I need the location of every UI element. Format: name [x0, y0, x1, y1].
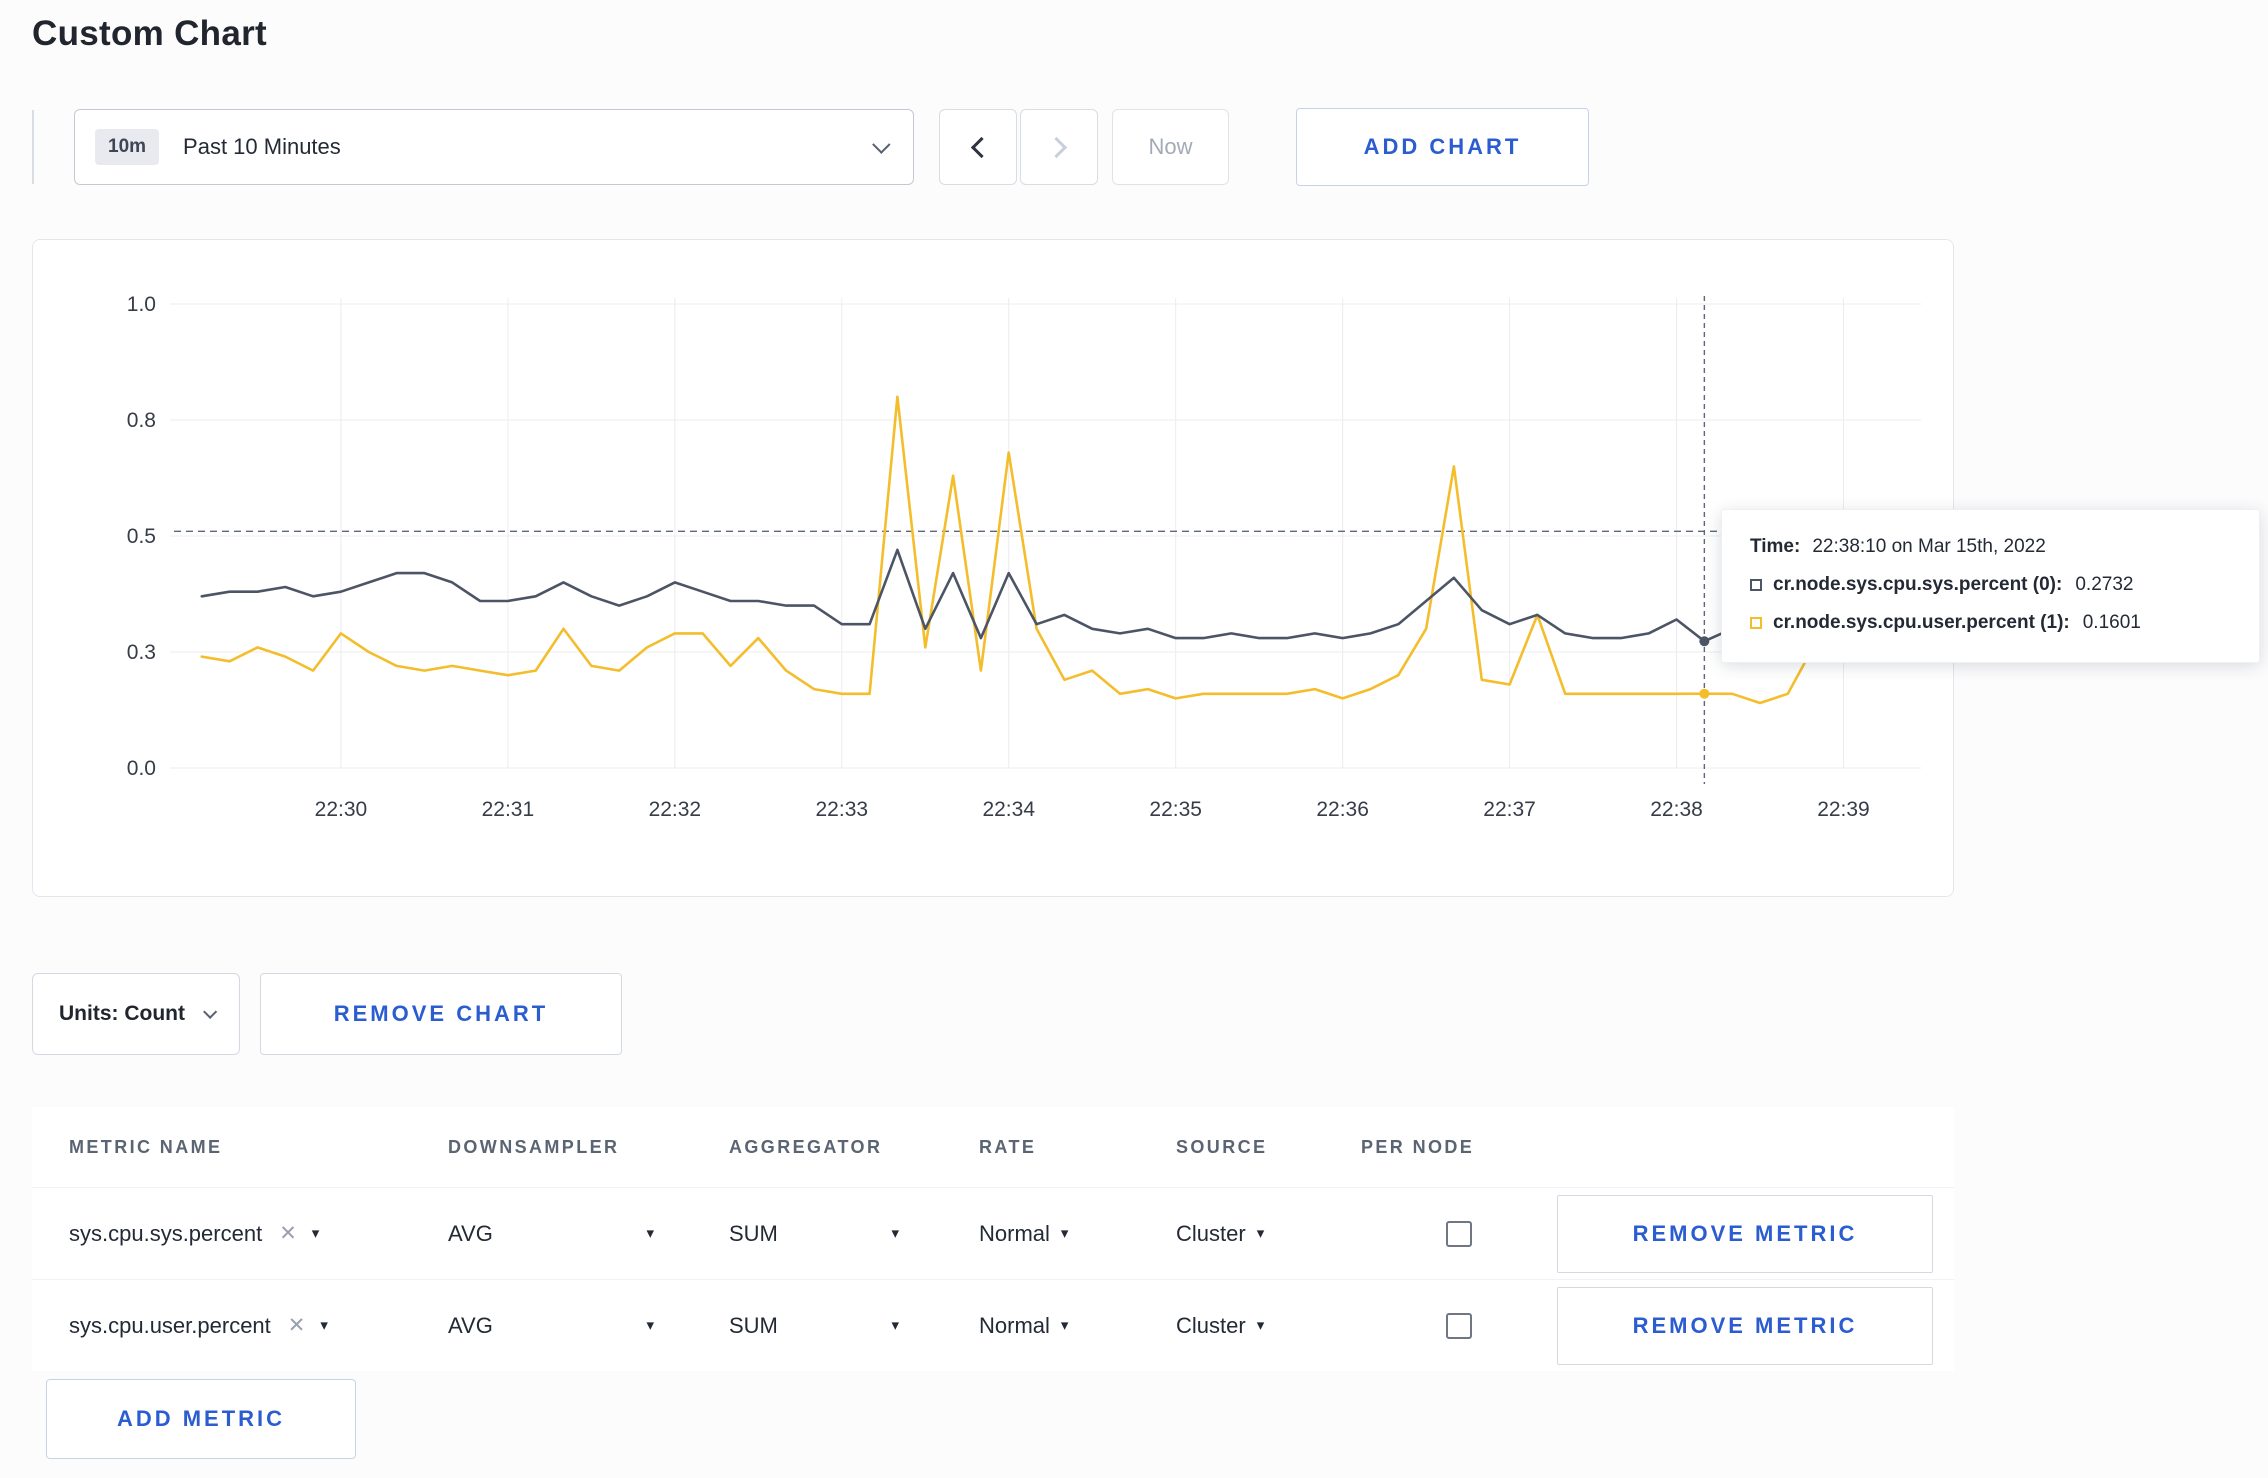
toolbar: 10m Past 10 Minutes Now ADD CHART	[32, 108, 2236, 186]
time-range-badge: 10m	[95, 129, 160, 165]
metric-row: sys.cpu.user.percent ✕ ▾ AVG ▾ SUM ▾ Norma…	[32, 1279, 1954, 1371]
caret-down-icon: ▾	[1256, 1317, 1265, 1334]
tooltip-series-row: cr.node.sys.cpu.user.percent (1): 0.1601	[1750, 612, 2231, 634]
caret-down-icon: ▾	[891, 1317, 899, 1334]
svg-text:0.8: 0.8	[127, 409, 156, 432]
remove-metric-button[interactable]: REMOVE METRIC	[1557, 1286, 1933, 1365]
time-nav-group	[939, 109, 1098, 185]
caret-down-icon: ▾	[1060, 1225, 1069, 1242]
col-header-aggregator: AGGREGATOR	[729, 1136, 883, 1157]
clear-metric-x-icon[interactable]: ✕	[287, 1314, 306, 1337]
source-value: Cluster	[1176, 1312, 1246, 1338]
rate-select[interactable]: Normal ▾	[979, 1313, 1068, 1339]
rate-value: Normal	[979, 1312, 1050, 1338]
downsampler-select[interactable]: AVG ▾	[448, 1221, 654, 1247]
time-range-dropdown[interactable]: 10m Past 10 Minutes	[74, 109, 914, 185]
metrics-table-header: METRIC NAME DOWNSAMPLER AGGREGATOR RATE …	[32, 1107, 1954, 1187]
per-node-checkbox[interactable]	[1446, 1312, 1472, 1339]
chevron-down-icon	[872, 134, 891, 154]
downsampler-value: AVG	[448, 1312, 493, 1338]
series-swatch-icon	[1750, 617, 1762, 629]
tooltip-time: Time: 22:38:10 on Mar 15th, 2022	[1750, 536, 2231, 558]
next-time-button[interactable]	[1020, 109, 1098, 185]
caret-down-icon: ▾	[1060, 1317, 1069, 1334]
col-header-rate: RATE	[979, 1136, 1037, 1157]
rate-select[interactable]: Normal ▾	[979, 1221, 1068, 1247]
aggregator-select[interactable]: SUM ▾	[729, 1221, 899, 1247]
metric-name-select[interactable]: sys.cpu.user.percent	[69, 1312, 271, 1338]
svg-text:22:36: 22:36	[1316, 798, 1369, 821]
col-header-source: SOURCE	[1176, 1136, 1268, 1157]
svg-text:22:34: 22:34	[982, 798, 1035, 821]
source-select[interactable]: Cluster ▾	[1176, 1313, 1264, 1339]
svg-text:22:30: 22:30	[315, 798, 368, 821]
chart-panel: 0.0 0.3 0.5 0.8 1.0 22:30 22:31 22:32 22:33 22:34…	[32, 239, 1954, 897]
tooltip-series-row: cr.node.sys.cpu.sys.percent (0): 0.2732	[1750, 574, 2231, 596]
svg-text:22:37: 22:37	[1483, 798, 1536, 821]
svg-text:22:35: 22:35	[1149, 798, 1202, 821]
col-header-per-node: PER NODE	[1361, 1136, 1475, 1157]
metric-name-cell: sys.cpu.sys.percent ✕ ▾	[69, 1221, 448, 1247]
svg-text:0.5: 0.5	[127, 525, 156, 548]
tooltip-time-value: 22:38:10 on Mar 15th, 2022	[1812, 536, 2046, 557]
chart-controls-row: Units: Count REMOVE CHART	[32, 973, 2236, 1055]
svg-text:1.0: 1.0	[127, 293, 156, 316]
metric-row: sys.cpu.sys.percent ✕ ▾ AVG ▾ SUM ▾ Normal…	[32, 1187, 1954, 1279]
svg-text:22:32: 22:32	[649, 798, 702, 821]
chevron-down-icon	[203, 1004, 218, 1019]
rate-value: Normal	[979, 1220, 1050, 1246]
caret-down-icon: ▾	[1256, 1225, 1265, 1242]
chart-tooltip: Time: 22:38:10 on Mar 15th, 2022 cr.node.…	[1721, 509, 2260, 663]
col-header-downsampler: DOWNSAMPLER	[448, 1136, 620, 1157]
svg-text:22:38: 22:38	[1650, 798, 1703, 821]
svg-text:22:39: 22:39	[1817, 798, 1870, 821]
aggregator-value: SUM	[729, 1220, 778, 1246]
units-label: Units: Count	[59, 1002, 185, 1025]
chevron-left-icon	[970, 136, 992, 158]
caret-down-icon: ▾	[891, 1225, 899, 1242]
chevron-right-icon	[1045, 136, 1067, 158]
tooltip-series-value: 0.2732	[2075, 574, 2134, 595]
time-series-chart[interactable]: 0.0 0.3 0.5 0.8 1.0 22:30 22:31 22:32 22:33 22:34…	[33, 240, 1953, 896]
prev-time-button[interactable]	[939, 109, 1017, 185]
tooltip-time-label: Time:	[1750, 536, 1801, 557]
metric-name-cell: sys.cpu.user.percent ✕ ▾	[69, 1313, 448, 1339]
metric-name-select[interactable]: sys.cpu.sys.percent	[69, 1220, 263, 1246]
add-metric-button[interactable]: ADD METRIC	[46, 1379, 356, 1459]
caret-down-icon: ▾	[646, 1317, 654, 1334]
aggregator-value: SUM	[729, 1312, 778, 1338]
svg-text:22:33: 22:33	[816, 798, 869, 821]
svg-text:22:31: 22:31	[482, 798, 535, 821]
source-select[interactable]: Cluster ▾	[1176, 1221, 1264, 1247]
add-chart-button[interactable]: ADD CHART	[1296, 108, 1589, 186]
source-value: Cluster	[1176, 1220, 1246, 1246]
units-dropdown-button[interactable]: Units: Count	[32, 973, 240, 1055]
downsampler-select[interactable]: AVG ▾	[448, 1313, 654, 1339]
metrics-table: METRIC NAME DOWNSAMPLER AGGREGATOR RATE …	[32, 1107, 1954, 1371]
now-button[interactable]: Now	[1112, 109, 1229, 185]
downsampler-value: AVG	[448, 1220, 493, 1246]
tooltip-series-label: cr.node.sys.cpu.sys.percent (0):	[1773, 574, 2063, 595]
series-swatch-icon	[1750, 579, 1762, 591]
remove-chart-button[interactable]: REMOVE CHART	[259, 973, 622, 1055]
time-range-label: Past 10 Minutes	[183, 134, 341, 159]
per-node-checkbox[interactable]	[1446, 1220, 1472, 1247]
page-title: Custom Chart	[32, 14, 267, 53]
svg-text:0.0: 0.0	[127, 757, 156, 780]
col-header-metric-name: METRIC NAME	[69, 1136, 223, 1157]
clear-metric-x-icon[interactable]: ✕	[279, 1222, 297, 1245]
caret-down-icon[interactable]: ▾	[320, 1317, 328, 1334]
caret-down-icon[interactable]: ▾	[311, 1225, 320, 1242]
caret-down-icon: ▾	[646, 1225, 654, 1242]
svg-text:0.3: 0.3	[127, 641, 156, 664]
tooltip-series-value: 0.1601	[2082, 612, 2141, 633]
remove-metric-button[interactable]: REMOVE METRIC	[1557, 1194, 1933, 1273]
tooltip-series-label: cr.node.sys.cpu.user.percent (1):	[1773, 612, 2070, 633]
aggregator-select[interactable]: SUM ▾	[729, 1313, 899, 1339]
toolbar-divider	[32, 110, 34, 184]
